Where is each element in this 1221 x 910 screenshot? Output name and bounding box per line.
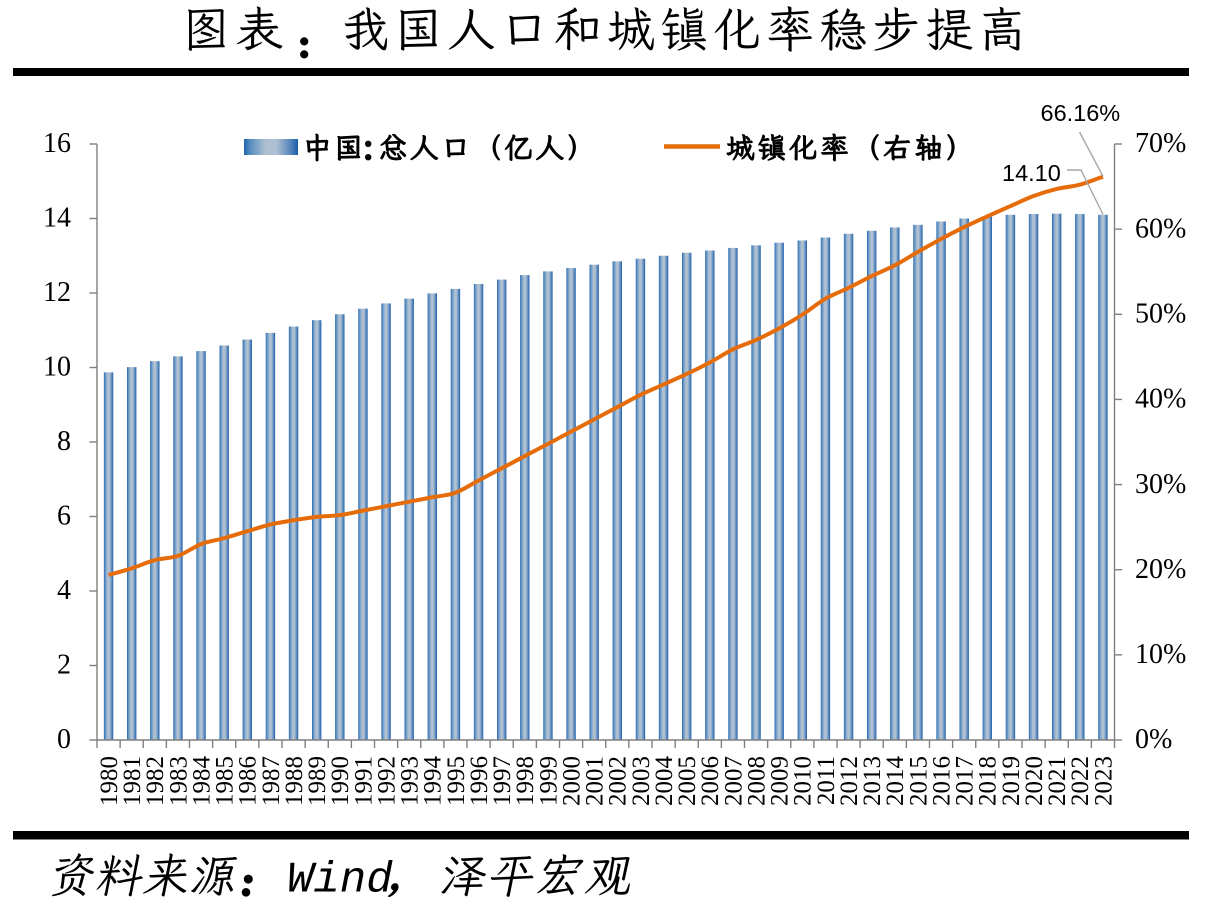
svg-text:16: 16 (43, 128, 71, 159)
svg-text:1992: 1992 (373, 756, 400, 806)
svg-text:2010: 2010 (790, 756, 817, 806)
svg-text:2: 2 (57, 650, 71, 681)
svg-text:6: 6 (57, 501, 71, 532)
svg-text:2021: 2021 (1044, 756, 1071, 806)
svg-text:10: 10 (43, 352, 71, 383)
svg-text:2008: 2008 (743, 756, 770, 806)
svg-text:2015: 2015 (905, 756, 932, 806)
svg-text:1985: 1985 (212, 756, 239, 806)
svg-text:0: 0 (57, 724, 71, 755)
svg-text:2023: 2023 (1090, 756, 1117, 806)
svg-text:4: 4 (57, 575, 71, 606)
svg-text:12: 12 (43, 277, 71, 308)
svg-text:1996: 1996 (466, 756, 493, 806)
svg-text:2013: 2013 (859, 756, 886, 806)
svg-text:2003: 2003 (628, 756, 655, 806)
svg-text:70%: 70% (1135, 128, 1186, 159)
svg-text:14: 14 (43, 203, 71, 234)
svg-text:1989: 1989 (304, 756, 331, 806)
svg-text:2022: 2022 (1067, 756, 1094, 806)
svg-text:1988: 1988 (281, 756, 308, 806)
svg-text:10%: 10% (1135, 639, 1186, 670)
svg-text:2017: 2017 (952, 756, 979, 806)
svg-text:8: 8 (57, 426, 71, 457)
svg-text:2018: 2018 (975, 756, 1002, 806)
svg-text:2020: 2020 (1021, 756, 1048, 806)
svg-text:2007: 2007 (720, 756, 747, 806)
svg-text:2000: 2000 (558, 756, 585, 806)
svg-text:60%: 60% (1135, 213, 1186, 244)
svg-text:1987: 1987 (258, 756, 285, 806)
svg-text:2002: 2002 (605, 756, 632, 806)
svg-text:1993: 1993 (397, 756, 424, 806)
svg-text:2004: 2004 (651, 756, 678, 807)
svg-text:2019: 2019 (998, 756, 1025, 806)
svg-text:1980: 1980 (96, 756, 123, 806)
svg-text:1999: 1999 (535, 756, 562, 806)
svg-text:0%: 0% (1135, 724, 1172, 755)
svg-text:1982: 1982 (142, 756, 169, 806)
svg-text:2001: 2001 (582, 756, 609, 806)
svg-text:1990: 1990 (327, 756, 354, 806)
svg-text:1983: 1983 (165, 756, 192, 806)
svg-text:1984: 1984 (188, 756, 215, 807)
svg-text:30%: 30% (1135, 469, 1186, 500)
svg-text:2016: 2016 (928, 756, 955, 806)
svg-text:40%: 40% (1135, 384, 1186, 415)
svg-text:1994: 1994 (420, 756, 447, 807)
svg-text:2012: 2012 (836, 756, 863, 806)
svg-text:20%: 20% (1135, 554, 1186, 585)
svg-text:1997: 1997 (489, 756, 516, 806)
svg-text:1998: 1998 (512, 756, 539, 806)
svg-text:50%: 50% (1135, 299, 1186, 330)
svg-text:66.16%: 66.16% (1041, 100, 1121, 126)
svg-text:1991: 1991 (350, 756, 377, 806)
svg-text:1986: 1986 (235, 756, 262, 806)
svg-text:Wind: Wind (287, 856, 393, 906)
svg-text:2005: 2005 (674, 756, 701, 806)
svg-text:2011: 2011 (813, 756, 840, 805)
svg-text:1995: 1995 (443, 756, 470, 806)
svg-text:2009: 2009 (767, 756, 794, 806)
svg-text:2014: 2014 (882, 756, 909, 807)
svg-text:14.10: 14.10 (1002, 160, 1061, 186)
svg-text:2006: 2006 (697, 756, 724, 806)
svg-text:1981: 1981 (119, 756, 146, 806)
